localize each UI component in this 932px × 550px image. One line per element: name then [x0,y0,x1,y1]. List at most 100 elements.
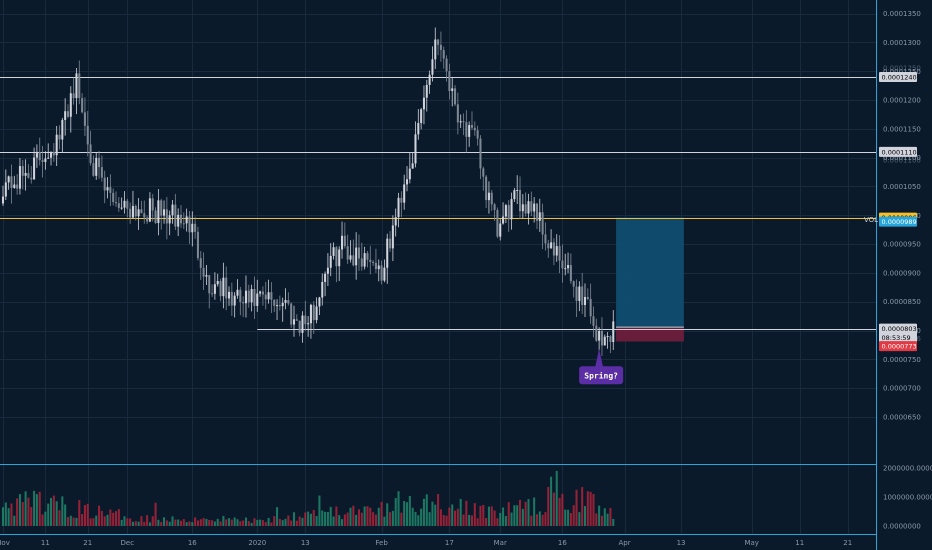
volume-bar [338,515,341,526]
stop-zone[interactable] [616,327,684,342]
volume-bar [561,493,564,526]
price-badge [879,332,917,343]
volume-bar [437,494,440,526]
candle-body [177,214,180,227]
volume-bar [13,515,16,526]
volume-tick-label: 2000000.0000000 [883,465,932,473]
volume-bar [346,512,349,526]
volume-bar [521,508,524,526]
volume-bar [92,518,95,526]
volume-bar [572,505,575,526]
candle-body [298,320,301,333]
volume-bar [261,520,264,526]
candle-body [377,265,380,270]
candle-body [312,304,315,321]
volume-bar [318,495,321,526]
volume-bar [52,495,55,526]
candle-body [222,277,225,297]
candle-body [417,123,420,135]
candle-body [216,281,219,285]
long-position-tool[interactable] [616,217,684,342]
volume-bar [35,494,38,526]
volume-bar [253,518,256,526]
volume-bar [493,510,496,526]
horizontal-levels[interactable] [0,77,876,330]
candle-body [343,235,346,247]
candle-body [219,281,222,297]
candle-body [482,168,485,177]
candle-body [47,157,50,159]
volume-bar [117,509,120,526]
candle-body [544,234,547,244]
candle-body [400,197,403,203]
candle-body [420,109,423,124]
candle-body [137,209,140,217]
volume-bar [100,510,103,526]
time-tick-label: 21 [83,539,92,547]
volume-bar [445,515,448,526]
candle-body [335,247,338,267]
volume-bar [64,504,67,526]
volume-bar [276,507,279,526]
volume-bar [513,505,516,526]
price-badge-text: 0.0000989 [882,218,917,226]
time-tick-label: 2020 [248,539,266,547]
volume-bar [27,497,30,526]
volume-bar [326,512,329,526]
candle-body [239,289,242,303]
candle-body [165,209,168,224]
candle-body [541,212,544,235]
volume-tick-label: 1000000.0000000 [883,494,932,502]
candle-body [143,213,146,218]
volume-bar [301,517,304,526]
candle-body [33,157,36,180]
candle-body [244,290,247,304]
candle-body [589,298,592,317]
volume-bar [112,512,115,526]
volume-bar [154,502,157,526]
volume-bar [58,510,61,526]
volume-bar [544,512,547,526]
volume-bar [609,507,612,526]
volume-bar [541,514,544,526]
candle-body [414,134,417,164]
candle-body [355,247,358,266]
volume-bar [233,517,236,526]
volume-bar [372,512,375,526]
candle-body [120,207,123,209]
candle-body [103,177,106,191]
profit-zone[interactable] [616,217,684,328]
candle-body [129,208,132,218]
candle-body [583,296,587,306]
candle-body [612,321,615,343]
volume-bar [312,509,315,526]
time-axis[interactable]: Nov 11 21 Dec 16 2020 13 Feb 17 Mar 16 Apr 13 May 11 21 [0,539,852,547]
volume-bar [389,512,392,526]
volume-axis[interactable]: 2000000.0000000 1000000.0000000 0.0000000 [883,465,932,531]
candle-body [332,247,335,256]
candle-body [586,296,589,299]
vol-label: VOL [864,216,878,224]
candle-body [550,242,553,249]
candle-body [603,336,606,346]
candle-body [507,205,510,220]
time-tick-label: May [744,539,758,547]
annotation-callout[interactable]: Spring? [579,348,624,385]
volume-bar [564,509,567,526]
volume-bar [236,519,239,526]
volume-bar [21,502,24,526]
volume-bar [363,506,366,526]
volume-bar [341,519,344,526]
candle-body [510,199,513,220]
candle-body [352,255,355,266]
volume-bar [199,519,202,526]
candle-body [606,336,609,338]
volume-bar [163,517,166,526]
volume-bar [403,501,406,526]
candle-body [504,205,507,217]
candle-body [524,204,527,214]
candle-body [131,205,134,218]
callout-box[interactable] [579,366,624,385]
